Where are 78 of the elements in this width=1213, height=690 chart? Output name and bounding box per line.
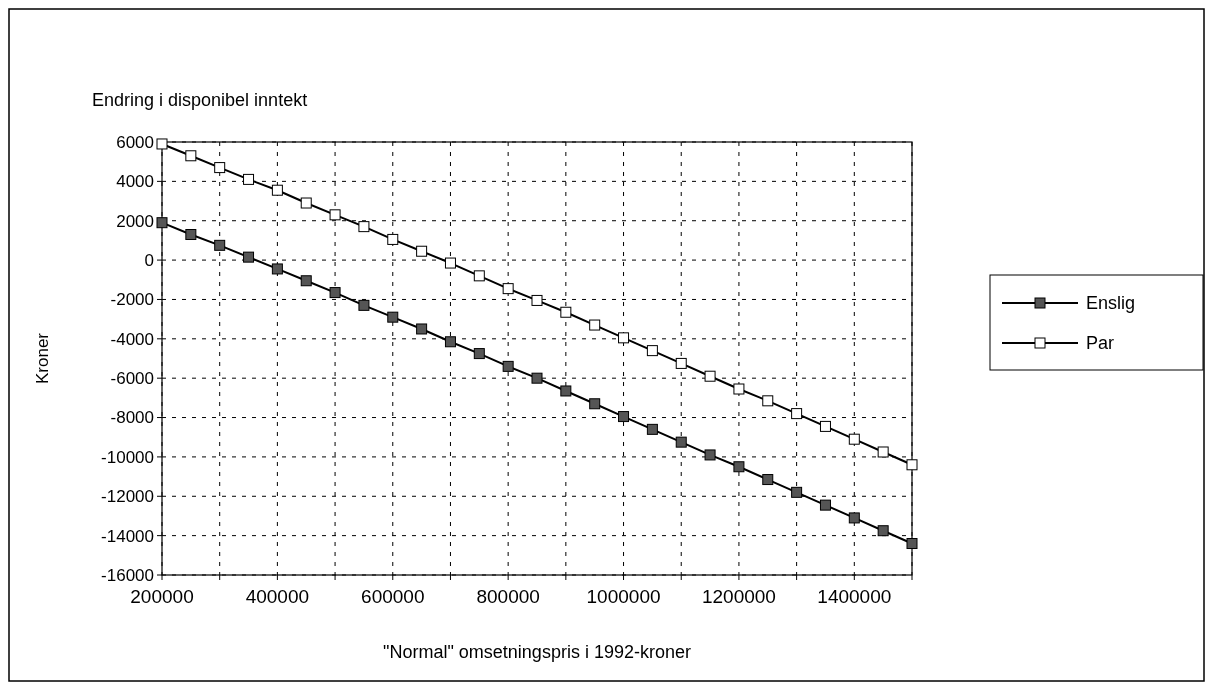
point [444, 257, 456, 269]
point [848, 433, 860, 445]
point [646, 423, 658, 435]
point [358, 221, 370, 233]
point [387, 233, 399, 245]
point [156, 217, 168, 229]
point [156, 138, 168, 150]
y-tick-label: -16000 [101, 565, 154, 585]
x-tick-label: 1000000 [586, 586, 661, 607]
point [618, 411, 630, 423]
point [473, 348, 485, 360]
y-tick-label: 0 [144, 251, 154, 271]
x-axis-title: "Normal" omsetningspris i 1992-kroner [383, 642, 691, 662]
point [733, 461, 745, 473]
point [589, 319, 601, 331]
point [473, 270, 485, 282]
point [502, 283, 514, 295]
point [531, 294, 543, 306]
x-tick-label: 200000 [130, 586, 194, 607]
y-tick-label: 2000 [116, 211, 154, 231]
chart-title: Endring i disponibel inntekt [92, 90, 308, 110]
y-tick-label: -2000 [110, 290, 154, 310]
point [214, 239, 226, 251]
x-tick-label: 400000 [245, 586, 310, 607]
point [300, 275, 312, 287]
point [704, 449, 716, 461]
point [791, 408, 803, 420]
point [387, 311, 399, 323]
point [416, 323, 428, 335]
y-tick-label: -12000 [101, 487, 154, 507]
point [243, 173, 255, 185]
point [877, 525, 889, 537]
x-tick-label: 1400000 [817, 586, 892, 607]
y-tick-label: 4000 [116, 172, 154, 192]
x-tick-label: 600000 [361, 586, 425, 607]
point [848, 512, 860, 524]
point [560, 306, 572, 318]
point [416, 245, 428, 257]
y-tick-label: -10000 [101, 447, 154, 467]
y-axis-title: Kroner [33, 332, 52, 385]
point [444, 336, 456, 348]
point [502, 360, 514, 372]
point [185, 229, 197, 241]
point [185, 150, 197, 162]
point [300, 197, 312, 209]
point [675, 357, 687, 369]
point [762, 474, 774, 486]
point [733, 383, 745, 395]
x-tick-label: 800000 [476, 586, 540, 607]
point [589, 398, 601, 410]
point [214, 162, 226, 174]
x-tick-label: 1200000 [701, 586, 776, 607]
point [877, 446, 889, 458]
point [329, 287, 341, 299]
y-tick-label: -8000 [110, 408, 154, 428]
point [906, 459, 918, 471]
legend-label: Enslig [1086, 293, 1136, 314]
point [271, 184, 283, 196]
point [358, 299, 370, 311]
point [618, 332, 630, 344]
y-tick-label: -4000 [110, 329, 154, 349]
point [819, 420, 831, 432]
point [531, 372, 543, 384]
point [906, 538, 918, 550]
point [675, 436, 687, 448]
y-tick-label: 6000 [116, 132, 154, 152]
legend-label: Par [1086, 333, 1115, 354]
y-tick-label: -14000 [101, 526, 154, 546]
point [560, 385, 572, 397]
point [791, 486, 803, 498]
point [243, 251, 255, 263]
point [646, 345, 658, 357]
point [271, 263, 283, 275]
y-tick-label: -6000 [110, 369, 154, 389]
point [329, 209, 341, 221]
point [819, 499, 831, 511]
point [762, 395, 774, 407]
point [704, 370, 716, 382]
